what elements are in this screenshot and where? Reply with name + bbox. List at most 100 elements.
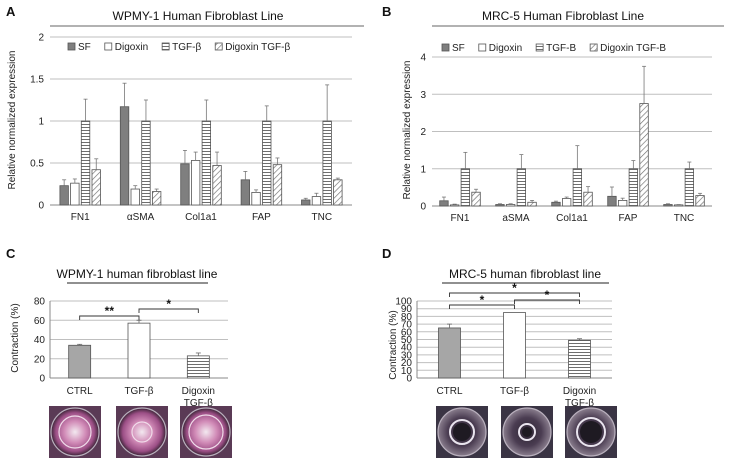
dish-photo-ctrl [49,406,101,458]
x-tick-label: Digoxin [563,386,596,397]
bar-digoxin-tgf [91,169,101,206]
gel-disc [449,419,475,445]
y-tick-label: 70 [401,320,413,331]
legend-label: SF [452,43,465,54]
significance-marker: * [512,281,517,295]
y-tick-label: 40 [401,343,413,354]
bar-tgf [262,120,272,206]
significance-marker: * [545,288,550,302]
bar-digoxin-tgf [333,179,343,206]
bar-digoxin-tgf-b [527,201,537,207]
legend-label: Digoxin [115,42,148,53]
x-tick-label: TNC [674,213,695,224]
bar-digoxin [190,160,201,206]
bar-tgf [141,120,151,206]
y-tick-label: 30 [401,350,413,361]
bar-digoxin-tgf-b [471,191,481,207]
legend-label: Digoxin TGF-B [600,43,666,54]
bar-tgf [127,322,151,379]
x-tick-label: CTRL [436,386,463,397]
bar-digoxin-tgf [212,165,222,206]
bar-digoxin [618,200,628,207]
x-tick-label: Col1a1 [556,213,588,224]
significance-bracket [79,315,140,320]
y-tick-label: 1 [38,117,44,128]
chart-b-ylabel: Relative normalized expression [402,61,413,200]
bar-sf [439,200,449,207]
legend-swatch [478,43,487,52]
y-tick-label: 60 [34,316,46,327]
bar-digoxin [562,198,572,207]
y-tick-label: 0 [406,374,412,385]
bar-tgf-b [516,168,526,207]
legend-swatch [535,43,544,52]
legend-swatch [589,43,598,52]
dish-photo-tgf [501,406,553,458]
bar-ctrl [68,344,92,379]
dish-well [50,407,100,457]
gel-center [453,423,471,441]
x-tick-label: TGF-β [500,386,529,397]
bar-digoxin [449,204,460,207]
bar-tgf-b [460,168,471,207]
bar-sf [495,204,505,207]
bar-digoxin-tgf-b [695,195,705,207]
bar-tgf [80,120,91,206]
panel-label-d: D [382,246,391,261]
bar-digoxin-tgf [568,339,591,379]
panel-label-b: B [382,4,391,19]
significance-bracket [138,308,199,313]
significance-marker: * [166,297,171,311]
y-tick-label: 60 [401,327,413,338]
y-tick-label: 2 [38,33,44,44]
bar-digoxin [251,191,261,206]
significance-marker: * [480,293,485,307]
significance-bracket [514,299,580,304]
dish-well [117,407,167,457]
bar-sf [551,201,561,207]
x-tick-label: TGF-β [124,386,153,397]
y-tick-label: 0 [38,201,44,212]
legend-swatch [161,42,170,51]
x-tick-label: Digoxin [182,386,215,397]
bar-sf [180,163,190,206]
y-tick-label: 40 [34,335,46,346]
panel-label-c: C [6,246,16,261]
chart-c-ylabel: Contraction (%) [10,303,21,372]
bar-sf [301,199,311,206]
dish-photo-tgf [116,406,168,458]
bar-digoxin [70,182,80,206]
bar-digoxin [674,204,684,207]
bar-tgf [322,120,332,206]
y-tick-label: 3 [420,90,426,101]
chart-c-title: WPMY-1 human fibroblast line [57,267,218,281]
x-tick-label: FAP [252,212,271,223]
y-tick-label: 20 [34,354,46,365]
x-tick-label: CTRL [67,386,94,397]
bar-sf [119,106,130,206]
dish-photo-digoxin-tgf [565,406,617,458]
bar-sf [607,195,617,207]
chart-a: 0 0.5 1 1.5 2 FN1 αSMA Col1a1 FAP TNC SF Digoxin TGF… [30,25,364,223]
dish-photos-d [436,406,617,458]
dish-photo-ctrl [436,406,488,458]
bar-digoxin-tgf [186,355,210,379]
bar-digoxin [505,204,516,207]
gel-disc [131,421,153,443]
legend-label: Digoxin TGF-β [225,42,290,53]
x-tick-label: Col1a1 [185,212,217,223]
bar-sf [240,179,251,206]
x-tick-label: FN1 [71,212,90,223]
x-tick-label: αSMA [127,212,155,223]
significance-marker: ** [105,304,115,318]
chart-b: 0 1 2 3 4 FN1 aSMA Col1a1 FAP TNC SF Digoxin TGF-B Di… [420,25,724,224]
x-tick-label: FAP [619,213,638,224]
chart-a-title: WPMY-1 Human Fibroblast Line [113,9,284,23]
y-tick-label: 50 [401,335,413,346]
chart-b-title: MRC-5 Human Fibroblast Line [482,9,644,23]
y-tick-label: 1.5 [30,75,44,86]
y-tick-label: 80 [401,312,413,323]
legend-swatch [214,42,223,51]
